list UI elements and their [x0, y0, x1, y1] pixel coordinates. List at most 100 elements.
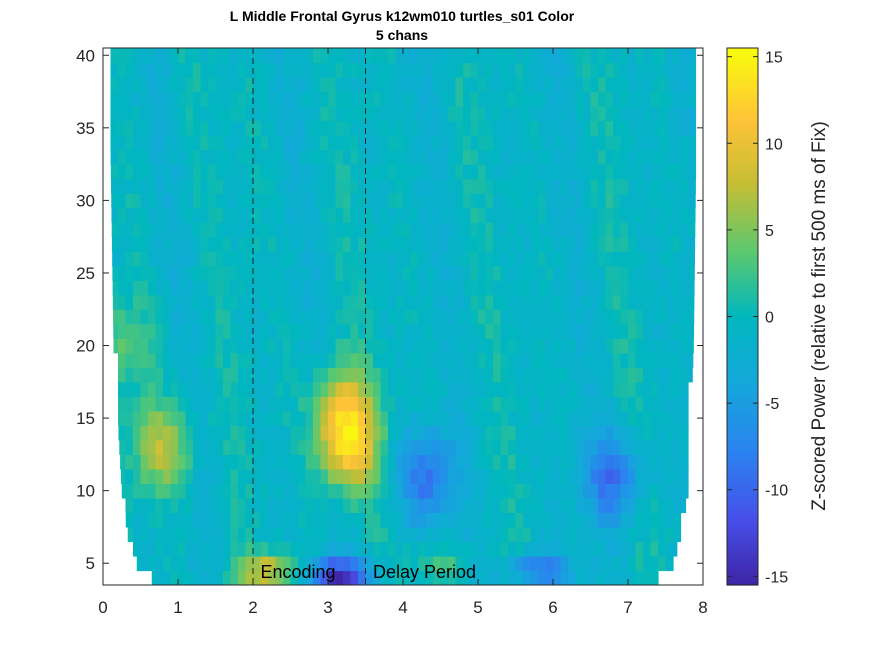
heatmap-cell	[403, 236, 412, 252]
heatmap-cell	[500, 352, 509, 368]
heatmap-cell	[635, 265, 644, 281]
heatmap-cell	[680, 120, 689, 136]
heatmap-cell	[433, 352, 442, 368]
heatmap-cell	[133, 454, 142, 470]
heatmap-cell	[418, 410, 427, 426]
heatmap-cell	[590, 367, 599, 383]
heatmap-cell	[485, 294, 494, 310]
heatmap-cell	[140, 352, 149, 368]
heatmap-cell	[650, 367, 659, 383]
heatmap-cell	[350, 207, 359, 223]
heatmap-cell	[433, 483, 442, 499]
heatmap-cell	[200, 77, 209, 93]
heatmap-cell	[320, 526, 329, 543]
heatmap-cell	[485, 381, 494, 397]
heatmap-cell	[148, 323, 157, 339]
heatmap-cell	[560, 222, 569, 238]
heatmap-cell	[268, 323, 277, 339]
heatmap-cell	[440, 207, 449, 223]
heatmap-cell	[170, 106, 179, 122]
heatmap-cell	[583, 265, 592, 281]
heatmap-cell	[110, 164, 119, 180]
heatmap-cell	[200, 512, 209, 528]
heatmap-cell	[620, 309, 629, 325]
heatmap-cell	[260, 512, 269, 528]
heatmap-cell	[343, 236, 352, 252]
heatmap-cell	[380, 265, 389, 281]
heatmap-cell	[151, 570, 157, 585]
heatmap-cell	[230, 483, 239, 499]
colorbar-label: Z-scored Power (relative to first 500 ms…	[809, 121, 830, 511]
heatmap-cell	[245, 91, 254, 107]
heatmap-cell	[253, 396, 262, 412]
heatmap-cell	[410, 106, 419, 122]
heatmap-cell	[238, 62, 247, 78]
heatmap-cell	[590, 497, 599, 514]
heatmap-cell	[680, 280, 689, 296]
heatmap-cell	[268, 439, 277, 455]
heatmap-cell	[425, 526, 434, 543]
heatmap-cell	[313, 425, 322, 441]
heatmap-cell	[433, 265, 442, 281]
heatmap-cell	[605, 294, 614, 310]
heatmap-cell	[628, 62, 637, 78]
heatmap-cell	[448, 106, 457, 122]
heatmap-cell	[553, 555, 562, 572]
heatmap-cell	[613, 352, 622, 368]
heatmap-cell	[208, 120, 217, 136]
heatmap-cell	[223, 497, 232, 514]
heatmap-cell	[560, 135, 569, 151]
heatmap-cell	[410, 338, 419, 354]
heatmap-cell	[283, 207, 292, 223]
heatmap-cell	[155, 77, 164, 93]
heatmap-cell	[133, 207, 142, 223]
heatmap-cell	[223, 135, 232, 151]
heatmap-cell	[268, 468, 277, 484]
heatmap-cell	[425, 338, 434, 354]
heatmap-cell	[320, 396, 329, 412]
heatmap-cell	[283, 222, 292, 238]
heatmap-cell	[290, 120, 299, 136]
heatmap-cell	[583, 323, 592, 339]
heatmap-cell	[395, 309, 404, 325]
heatmap-cell	[230, 425, 239, 441]
heatmap-cell	[118, 425, 127, 441]
heatmap-cell	[538, 352, 547, 368]
colorbar-swatch	[727, 423, 758, 429]
heatmap-cell	[283, 483, 292, 499]
heatmap-cell	[560, 251, 569, 267]
heatmap-cell	[583, 91, 592, 107]
heatmap-cell	[500, 338, 509, 354]
heatmap-cell	[298, 207, 307, 223]
heatmap-cell	[335, 48, 344, 64]
heatmap-cell	[305, 207, 314, 223]
heatmap-cell	[665, 222, 674, 238]
heatmap-cell	[433, 381, 442, 397]
heatmap-cell	[395, 541, 404, 557]
heatmap-cell	[253, 48, 262, 64]
heatmap-cell	[628, 468, 637, 484]
heatmap-cell	[290, 570, 299, 585]
heatmap-cell	[500, 468, 509, 484]
heatmap-cell	[193, 222, 202, 238]
heatmap-cell	[343, 468, 352, 484]
heatmap-cell	[373, 77, 382, 93]
heatmap-cell	[418, 541, 427, 557]
heatmap-cell	[305, 381, 314, 397]
heatmap-cell	[658, 193, 667, 209]
heatmap-cell	[410, 396, 419, 412]
heatmap-cell	[305, 468, 314, 484]
heatmap-cell	[350, 149, 359, 165]
heatmap-cell	[658, 135, 667, 151]
heatmap-cell	[388, 164, 397, 180]
heatmap-cell	[523, 468, 532, 484]
heatmap-cell	[403, 178, 412, 194]
heatmap-cell	[508, 381, 517, 397]
heatmap-cell	[283, 280, 292, 296]
heatmap-cell	[433, 555, 442, 572]
heatmap-cell	[433, 439, 442, 455]
heatmap-cell	[373, 352, 382, 368]
heatmap-cell	[358, 120, 367, 136]
heatmap-cell	[358, 77, 367, 93]
